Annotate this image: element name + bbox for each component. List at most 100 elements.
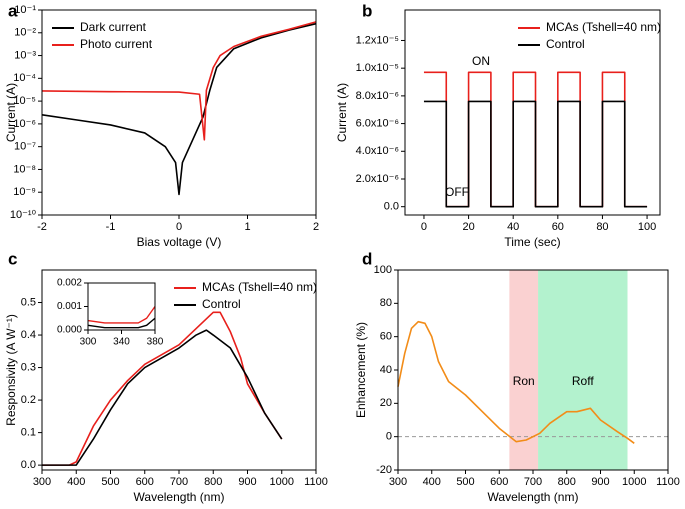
y-tick-label: 10⁻¹⁰ — [10, 209, 37, 221]
x-axis-label: Wavelength (nm) — [488, 490, 579, 504]
x-tick-label: 100 — [638, 221, 656, 233]
x-axis-label: Bias voltage (V) — [137, 235, 222, 249]
legend-label: Control — [546, 37, 585, 51]
y-tick-label: 10⁻³ — [14, 49, 36, 61]
shaded-region — [538, 270, 628, 470]
x-tick-label: 700 — [524, 476, 542, 488]
y-tick-label: 0.0 — [21, 459, 36, 471]
x-tick-label: 380 — [147, 337, 164, 348]
x-tick-label: 1000 — [622, 476, 646, 488]
y-tick-label: 0.002 — [57, 278, 82, 289]
x-tick-label: 700 — [170, 476, 188, 488]
y-tick-label: 0.5 — [21, 296, 36, 308]
region-label: Ron — [513, 374, 535, 388]
legend-label: MCAs (Tshell=40 nm) — [202, 280, 317, 294]
x-tick-label: 500 — [101, 476, 119, 488]
series-line — [41, 21, 317, 141]
y-tick-label: 2.0x10⁻⁶ — [356, 173, 399, 185]
x-tick-label: 300 — [80, 337, 97, 348]
x-tick-label: -2 — [37, 221, 47, 233]
x-tick-label: 1100 — [304, 476, 328, 488]
y-tick-label: 0.3 — [21, 361, 36, 373]
x-tick-label: 40 — [507, 221, 519, 233]
y-tick-label: 60 — [380, 331, 392, 343]
series-line — [423, 100, 648, 208]
panel-label: d — [362, 249, 372, 268]
x-tick-label: 400 — [67, 476, 85, 488]
x-tick-label: 400 — [423, 476, 441, 488]
legend-label: MCAs (Tshell=40 nm) — [546, 20, 661, 34]
y-tick-label: 20 — [380, 397, 392, 409]
x-tick-label: 0 — [421, 221, 427, 233]
y-axis-label: Current (A) — [335, 83, 349, 142]
panel-label: a — [8, 1, 18, 20]
y-tick-label: 0.0 — [384, 201, 399, 213]
region-label: Roff — [572, 374, 594, 388]
x-tick-label: 1100 — [656, 476, 680, 488]
y-tick-label: 10⁻² — [14, 27, 36, 39]
legend-label: Control — [202, 297, 241, 311]
y-tick-label: 100 — [374, 264, 392, 276]
x-tick-label: 900 — [591, 476, 609, 488]
x-tick-label: 900 — [238, 476, 256, 488]
x-tick-label: 2 — [313, 221, 319, 233]
x-tick-label: 80 — [596, 221, 608, 233]
y-tick-label: 4.0x10⁻⁶ — [356, 145, 399, 157]
annotation: ON — [472, 54, 490, 68]
y-tick-label: 10⁻⁹ — [13, 186, 36, 198]
y-tick-label: 40 — [380, 364, 392, 376]
y-tick-label: 10⁻⁶ — [13, 118, 36, 130]
panel-label: b — [362, 1, 372, 20]
x-tick-label: 300 — [389, 476, 407, 488]
panel-label: c — [8, 249, 17, 268]
x-tick-label: -1 — [106, 221, 116, 233]
legend-label: Dark current — [80, 20, 147, 34]
y-tick-label: 0.000 — [57, 325, 82, 336]
x-axis-label: Time (sec) — [504, 235, 560, 249]
y-tick-label: 80 — [380, 297, 392, 309]
series-line — [87, 317, 156, 329]
series-line — [397, 320, 635, 444]
y-tick-label: 10⁻⁵ — [13, 95, 36, 107]
plot-frame — [404, 9, 661, 216]
y-tick-label: 0 — [386, 431, 392, 443]
y-tick-label: 0.2 — [21, 394, 36, 406]
y-tick-label: 1.2x10⁻⁵ — [356, 34, 399, 46]
series-line — [41, 22, 317, 196]
y-tick-label: 8.0x10⁻⁶ — [356, 90, 399, 102]
series-line — [42, 311, 283, 466]
x-tick-label: 1000 — [270, 476, 294, 488]
y-tick-label: 0.1 — [21, 427, 36, 439]
plot-frame — [41, 269, 317, 471]
y-tick-label: 10⁻⁷ — [14, 141, 36, 153]
x-tick-label: 300 — [33, 476, 51, 488]
y-tick-label: -20 — [376, 464, 392, 476]
y-tick-label: 10⁻⁴ — [13, 72, 36, 84]
x-axis-label: Wavelength (nm) — [134, 490, 225, 504]
x-tick-label: 0 — [176, 221, 182, 233]
x-tick-label: 20 — [462, 221, 474, 233]
x-tick-label: 60 — [552, 221, 564, 233]
y-tick-label: 6.0x10⁻⁶ — [356, 117, 399, 129]
y-tick-label: 10⁻⁸ — [13, 163, 36, 175]
x-tick-label: 600 — [490, 476, 508, 488]
y-axis-label: Current (A) — [4, 83, 18, 142]
annotation: OFF — [445, 185, 469, 199]
y-tick-label: 1.0x10⁻⁵ — [356, 62, 399, 74]
series-line — [87, 306, 156, 324]
x-tick-label: 500 — [456, 476, 474, 488]
x-tick-label: 800 — [204, 476, 222, 488]
series-line — [42, 329, 283, 466]
x-tick-label: 1 — [244, 221, 250, 233]
y-tick-label: 0.4 — [21, 329, 36, 341]
y-tick-label: 10⁻¹ — [14, 4, 36, 16]
x-tick-label: 800 — [558, 476, 576, 488]
y-tick-label: 0.001 — [57, 301, 82, 312]
y-axis-label: Responsivity (A W⁻¹) — [4, 314, 18, 426]
y-axis-label: Enhancement (%) — [354, 322, 368, 418]
legend-label: Photo current — [80, 37, 153, 51]
x-tick-label: 600 — [136, 476, 154, 488]
x-tick-label: 340 — [113, 337, 130, 348]
